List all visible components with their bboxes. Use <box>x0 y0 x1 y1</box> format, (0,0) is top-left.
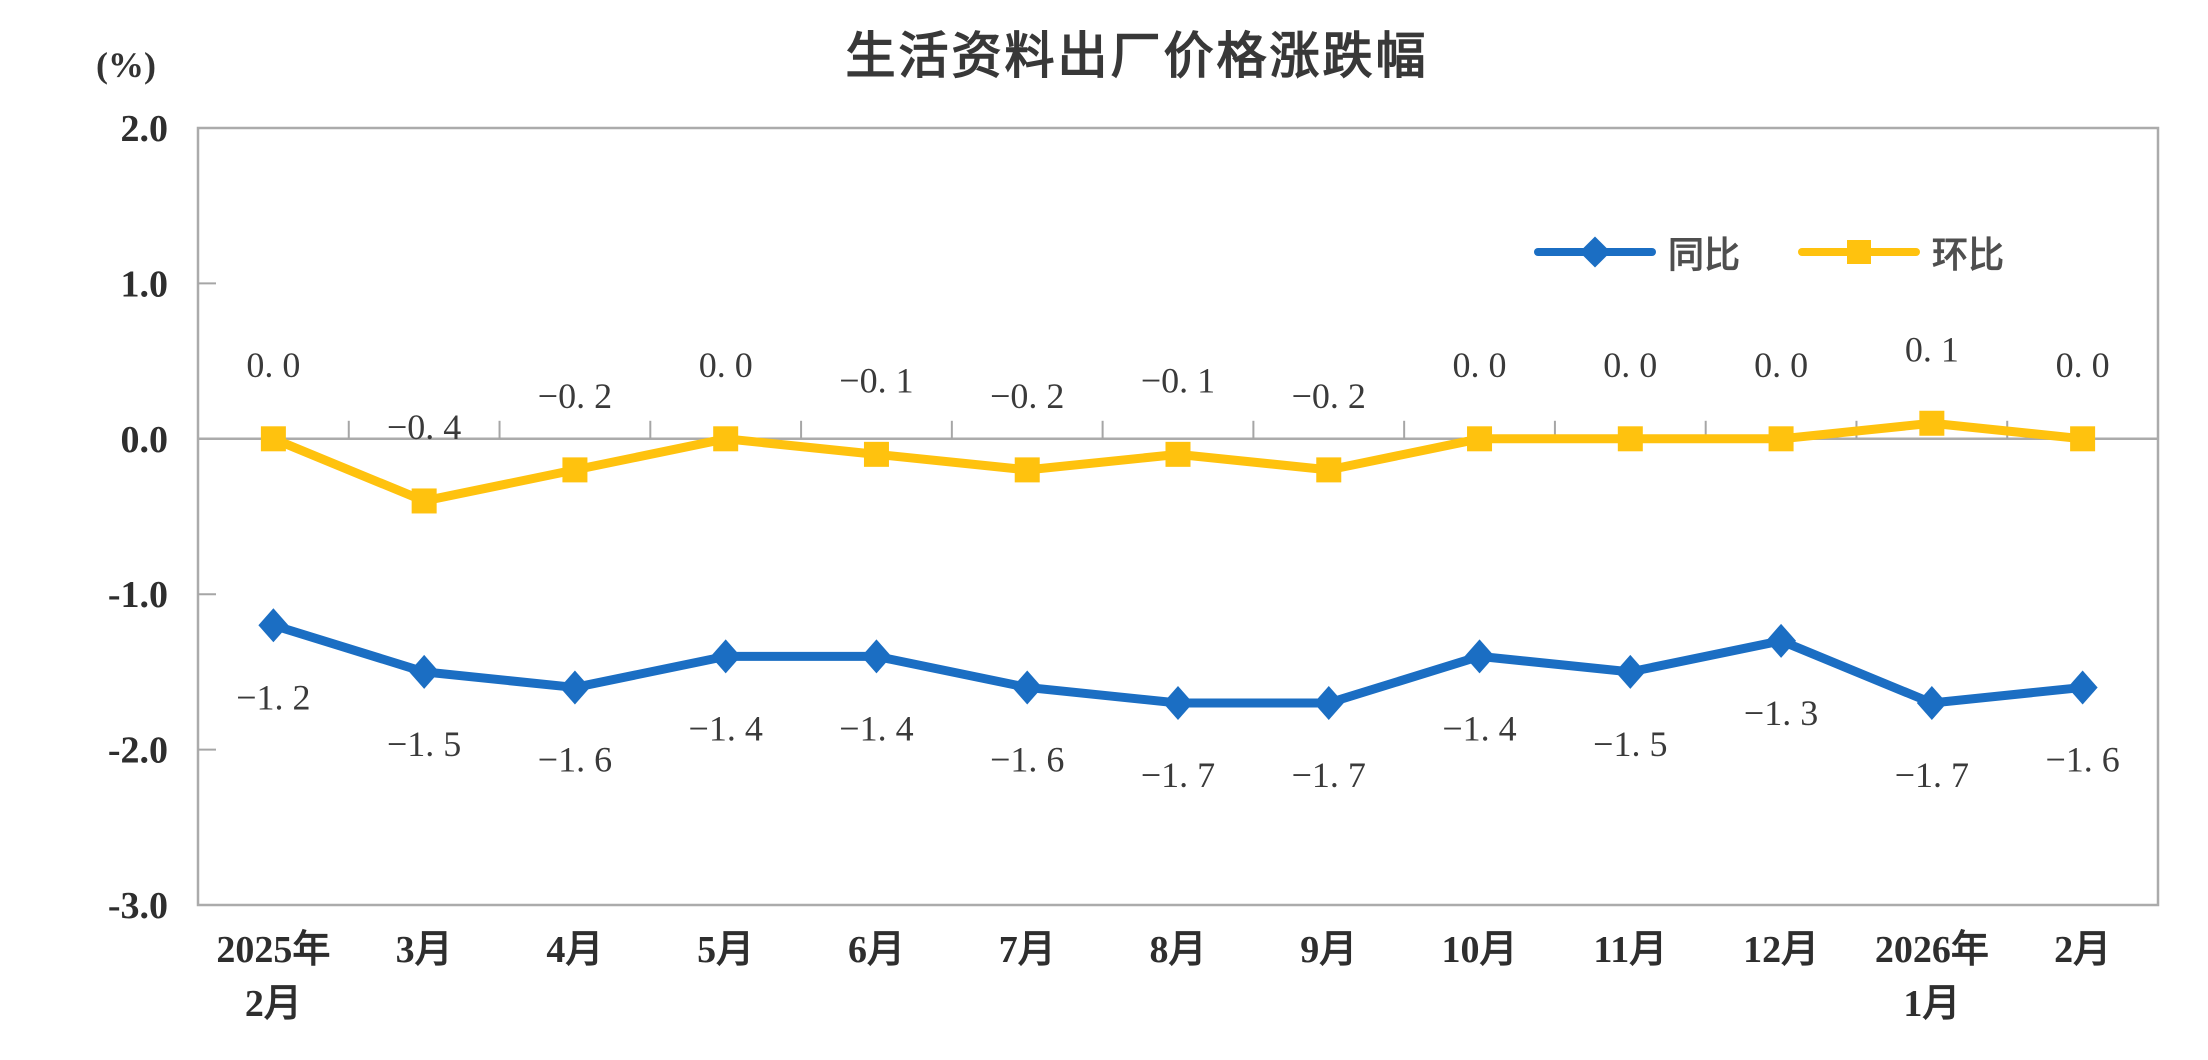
data-label: 0. 0 <box>699 345 753 385</box>
data-label: −1. 6 <box>2045 739 2119 779</box>
x-axis-label: 5月 <box>697 929 754 971</box>
yoy-line-marker-swatch <box>1534 236 1656 268</box>
data-point-square <box>1617 426 1643 452</box>
data-point-diamond <box>861 639 892 674</box>
data-label: −0. 4 <box>387 407 461 447</box>
y-axis-label: 0.0 <box>121 419 169 461</box>
x-axis-label: 12月 <box>1743 929 1819 971</box>
data-point-square <box>260 426 286 452</box>
data-point-square <box>863 441 889 467</box>
data-label: −1. 6 <box>538 739 612 779</box>
data-label: −1. 4 <box>839 708 913 748</box>
data-label: −1. 7 <box>1292 755 1366 795</box>
data-point-diamond <box>710 639 741 674</box>
data-point-square <box>411 488 437 514</box>
data-label: −0. 1 <box>1141 360 1215 400</box>
data-label: 0. 0 <box>1754 345 1808 385</box>
data-label: −1. 7 <box>1141 755 1215 795</box>
chart-legend: 同比 环比 <box>1534 226 2004 278</box>
data-label: 0. 1 <box>1905 329 1959 369</box>
legend-label-yoy: 同比 <box>1668 235 1741 275</box>
data-label: −1. 5 <box>1593 724 1667 764</box>
x-axis-label: 2025年 2月 <box>216 929 330 1025</box>
chart-title: 生活资料出厂价格涨跌幅 <box>845 28 1429 84</box>
data-point-square <box>1165 441 1191 467</box>
plot-border <box>196 126 2160 907</box>
y-axis-label: 2.0 <box>121 108 169 150</box>
data-point-square <box>713 426 739 452</box>
data-label: −1. 3 <box>1744 693 1818 733</box>
x-axis-label: 2月 <box>2054 929 2111 971</box>
data-point-diamond <box>1464 639 1495 674</box>
data-point-diamond <box>1766 623 1797 658</box>
data-label: −0. 2 <box>538 376 612 416</box>
data-label: −1. 6 <box>990 739 1064 779</box>
y-axis-label: -1.0 <box>108 574 168 616</box>
data-point-diamond <box>1916 685 1947 720</box>
data-point-square <box>1014 457 1040 483</box>
x-axis-label: 2026年 1月 <box>1875 929 1989 1025</box>
data-point-diamond <box>1012 670 1043 705</box>
x-axis-label: 7月 <box>999 929 1056 971</box>
x-axis-label: 10月 <box>1442 929 1518 971</box>
square-marker-icon <box>1847 240 1872 264</box>
data-label: −0. 1 <box>839 360 913 400</box>
data-point-square <box>1467 426 1493 452</box>
x-axis-label: 9月 <box>1300 929 1357 971</box>
data-point-square <box>1316 457 1342 483</box>
data-label: −0. 2 <box>1292 376 1366 416</box>
data-label: −1. 2 <box>236 677 310 717</box>
data-point-square <box>1768 426 1794 452</box>
data-point-diamond <box>1163 685 1193 720</box>
x-axis-label: 4月 <box>546 929 603 971</box>
legend-item-mom: 环比 <box>1798 226 2004 278</box>
data-point-square <box>1919 410 1945 436</box>
mom-line-marker-swatch <box>1798 237 1921 267</box>
data-point-diamond <box>559 670 590 705</box>
x-axis-label: 11月 <box>1593 929 1667 971</box>
x-axis-label: 3月 <box>396 929 453 971</box>
data-label: −1. 5 <box>387 724 461 764</box>
x-axis-label: 8月 <box>1149 929 1206 971</box>
data-point-diamond <box>409 654 440 689</box>
y-axis-label: -2.0 <box>108 730 168 772</box>
y-axis-label: 1.0 <box>121 263 169 305</box>
data-label: −1. 7 <box>1895 755 1969 795</box>
data-point-diamond <box>1615 654 1646 689</box>
data-label: −1. 4 <box>1442 708 1516 748</box>
data-point-square <box>562 457 588 483</box>
data-label: 0. 0 <box>246 345 300 385</box>
data-label: −1. 4 <box>689 708 763 748</box>
data-label: −0. 2 <box>990 376 1064 416</box>
legend-item-yoy: 同比 <box>1534 226 1740 278</box>
diamond-marker-icon <box>1579 236 1611 268</box>
data-label: 0. 0 <box>2056 345 2110 385</box>
legend-label-mom: 环比 <box>1932 235 2005 275</box>
data-label: 0. 0 <box>1603 345 1657 385</box>
data-point-diamond <box>1313 685 1344 720</box>
data-point-diamond <box>2067 670 2098 705</box>
y-axis-label: -3.0 <box>108 885 168 927</box>
x-axis-label: 6月 <box>848 929 905 971</box>
data-label: 0. 0 <box>1453 345 1507 385</box>
data-point-diamond <box>258 608 289 643</box>
data-point-square <box>2070 426 2096 452</box>
y-axis-unit-label: (%) <box>96 45 156 85</box>
